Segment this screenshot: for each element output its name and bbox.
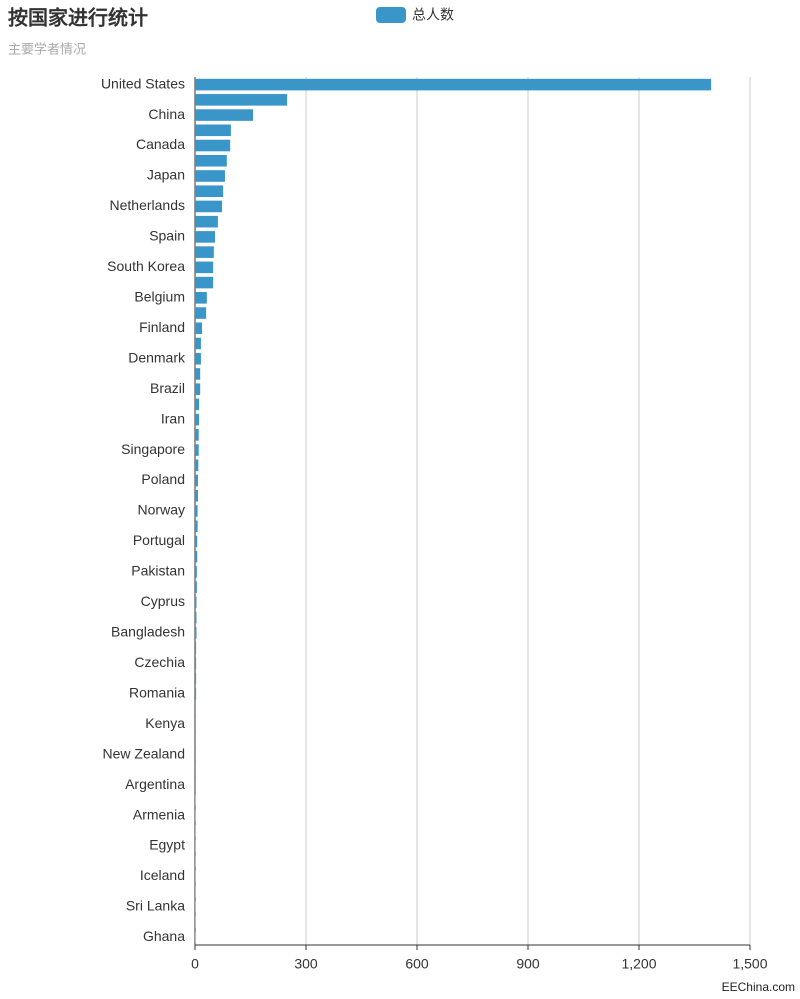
y-tick-label: Iceland <box>140 867 185 883</box>
bar <box>195 703 196 715</box>
y-tick-label: China <box>148 106 185 122</box>
y-tick-label: Sri Lanka <box>126 898 185 914</box>
y-tick-label: Iran <box>161 410 185 426</box>
y-tick-label: Belgium <box>134 289 185 305</box>
y-tick-label: Egypt <box>149 837 185 853</box>
x-tick-label: 1,200 <box>621 956 656 972</box>
y-tick-label: Finland <box>139 319 185 335</box>
bar <box>195 139 231 152</box>
bar <box>195 733 196 746</box>
y-tick-label: Netherlands <box>110 197 186 213</box>
bar <box>195 200 223 213</box>
legend-swatch <box>376 7 406 23</box>
bar <box>195 596 197 609</box>
bar <box>195 657 197 670</box>
bar <box>195 337 201 350</box>
x-tick-label: 1,500 <box>732 956 767 972</box>
bar <box>195 124 231 137</box>
bar <box>195 459 199 472</box>
y-tick-label: New Zealand <box>103 745 186 761</box>
legend-label: 总人数 <box>412 7 454 23</box>
bar <box>195 413 200 426</box>
bar <box>195 505 198 517</box>
y-tick-label: Armenia <box>133 806 185 822</box>
y-tick-label: United States <box>101 75 185 91</box>
bar <box>195 185 224 197</box>
chart-title: 按国家进行统计 <box>8 5 148 29</box>
bar <box>195 611 197 624</box>
bar <box>195 78 712 91</box>
y-tick-label: Brazil <box>150 380 185 396</box>
bar <box>195 627 197 639</box>
bar <box>195 246 214 258</box>
bar <box>195 535 198 548</box>
bar <box>195 718 196 730</box>
y-tick-label: Argentina <box>125 776 185 792</box>
bar <box>195 581 197 593</box>
y-tick-label: Poland <box>141 471 185 487</box>
y-tick-label: Singapore <box>121 441 185 457</box>
bar <box>195 383 201 395</box>
bar <box>195 292 207 304</box>
bar <box>195 94 288 106</box>
y-tick-label: Ghana <box>143 928 185 944</box>
y-tick-label: Czechia <box>134 654 185 670</box>
x-tick-label: 300 <box>294 956 318 972</box>
y-tick-label: Japan <box>147 167 185 183</box>
y-tick-label: Spain <box>149 228 185 244</box>
bar <box>195 520 198 533</box>
y-tick-label: Denmark <box>128 349 186 365</box>
bar <box>195 352 201 365</box>
bar <box>195 566 197 578</box>
y-tick-label: Kenya <box>145 715 185 731</box>
bar <box>195 231 215 243</box>
bar <box>195 170 225 182</box>
bar <box>195 398 200 411</box>
chart-subtitle: 主要学者情况 <box>8 41 86 56</box>
bar <box>195 368 201 380</box>
x-tick-label: 900 <box>516 956 540 972</box>
bar <box>195 687 197 700</box>
y-tick-label: Bangladesh <box>111 624 185 640</box>
y-tick-label: South Korea <box>107 258 185 274</box>
bar <box>195 550 198 563</box>
watermark: EEChina.com <box>722 980 795 994</box>
x-tick-label: 0 <box>191 956 199 972</box>
x-tick-label: 600 <box>405 956 429 972</box>
y-tick-label: Norway <box>138 502 185 518</box>
bar <box>195 489 198 502</box>
bar <box>195 109 254 121</box>
bar <box>195 322 203 335</box>
bar <box>195 474 198 487</box>
bar <box>195 154 227 167</box>
bar <box>195 779 196 791</box>
bar <box>195 764 196 776</box>
bar <box>195 642 197 654</box>
bar <box>195 261 214 274</box>
bar <box>195 307 207 319</box>
y-tick-label: Cyprus <box>141 593 185 609</box>
bar <box>195 748 196 761</box>
bar <box>195 672 197 685</box>
y-tick-label: Romania <box>129 684 185 700</box>
bar <box>195 444 199 456</box>
y-tick-label: Pakistan <box>131 563 185 579</box>
bar <box>195 429 199 441</box>
bar <box>195 215 218 228</box>
y-tick-label: Canada <box>136 136 185 152</box>
y-tick-label: Portugal <box>133 532 185 548</box>
bar <box>195 276 214 289</box>
